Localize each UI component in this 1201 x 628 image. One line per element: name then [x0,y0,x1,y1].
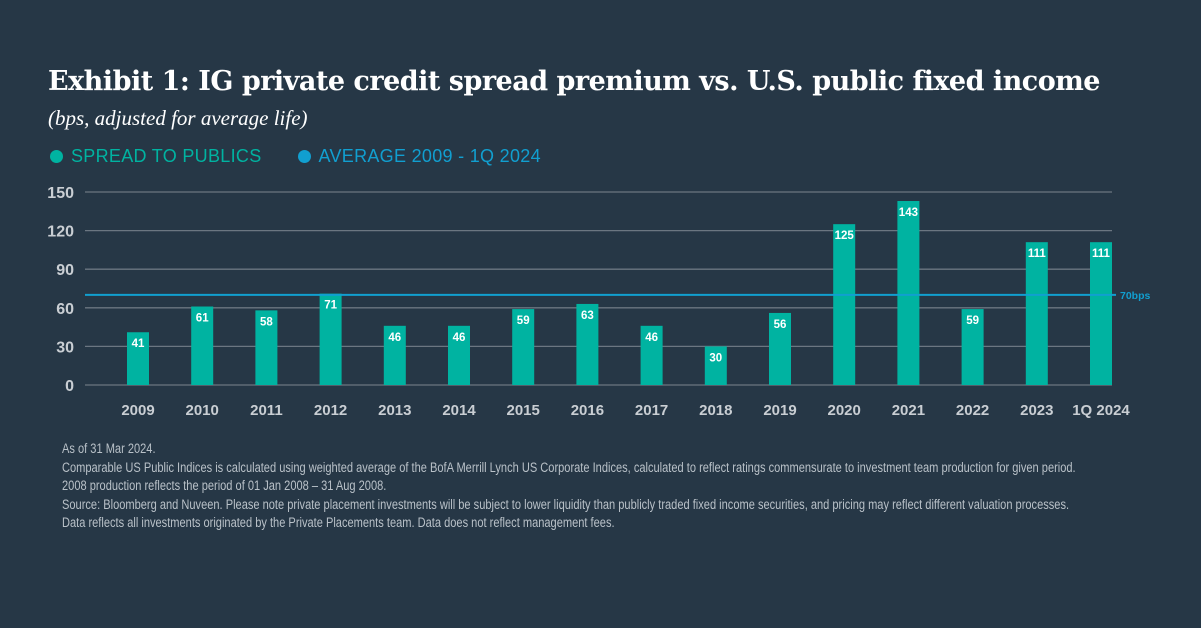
footnote: Data reflects all investments originated… [62,515,615,530]
bar [191,306,214,385]
x-tick-label: 2021 [892,402,925,419]
footnotes: As of 31 Mar 2024. Comparable US Public … [62,440,1076,533]
x-tick-label: 2022 [956,402,989,419]
chart-title: Exhibit 1: IG private credit spread prem… [48,66,1100,97]
x-tick-label: 2010 [186,402,219,419]
bar [255,310,278,385]
x-tick-label: 2009 [121,402,154,419]
bar-value-label: 125 [835,230,855,242]
legend-dot-icon [50,150,63,163]
x-tick-label: 2016 [571,402,604,419]
bar-value-label: 46 [453,332,466,344]
bar [640,325,663,385]
bar [833,224,856,385]
x-tick-label: 2011 [250,402,283,419]
bar [704,346,727,385]
y-tick-label: 60 [56,301,74,318]
y-tick-label: 30 [56,339,74,356]
bar-value-label: 56 [774,319,787,331]
bar-value-label: 143 [899,207,918,219]
bar-value-label: 58 [260,316,273,328]
legend-label: SPREAD TO PUBLICS [71,146,262,166]
bar [1090,242,1112,385]
bar-value-label: 111 [1028,248,1047,260]
bar [383,325,406,385]
bar-value-label: 63 [581,310,594,322]
x-tick-label: 2018 [699,402,732,419]
legend: SPREAD TO PUBLICS AVERAGE 2009 - 1Q 2024 [50,146,541,167]
x-tick-label: 2017 [635,402,668,419]
bar-value-label: 30 [709,352,722,364]
footnote: As of 31 Mar 2024. [62,441,156,456]
legend-average: AVERAGE 2009 - 1Q 2024 [297,146,541,167]
bar [897,201,920,385]
bar-value-label: 71 [324,300,337,312]
bar-value-label: 111 [1092,248,1111,260]
bar [127,332,149,385]
bar [769,312,791,385]
x-tick-label: 2019 [763,402,796,419]
x-tick-label: 2012 [314,402,347,419]
bar [961,309,984,385]
average-label: 70bps [1120,290,1151,302]
legend-label: AVERAGE 2009 - 1Q 2024 [318,146,541,166]
bar-value-label: 46 [388,332,401,344]
bar-value-label: 41 [132,338,145,350]
y-tick-label: 120 [47,224,74,241]
x-tick-label: 2020 [828,402,861,419]
bar-value-label: 46 [645,332,658,344]
x-tick-label: 1Q 2024 [1072,402,1130,419]
bar [319,293,342,385]
footnote: 2008 production reflects the period of 0… [62,478,387,493]
footnote: Source: Bloomberg and Nuveen. Please not… [62,496,1070,512]
y-tick-label: 150 [47,185,74,202]
bar [1025,242,1048,385]
bar [576,303,599,385]
chart-subtitle: (bps, adjusted for average life) [48,106,308,130]
bar [448,325,470,385]
y-tick-label: 90 [56,262,74,279]
x-tick-label: 2015 [507,402,540,419]
bar-value-label: 59 [966,315,979,327]
x-tick-label: 2013 [378,402,411,419]
bar-value-label: 59 [517,315,530,327]
bar-value-label: 61 [196,313,209,325]
x-tick-label: 2014 [442,402,476,419]
y-tick-label: 0 [65,378,74,395]
bar [512,309,535,385]
legend-spread: SPREAD TO PUBLICS [50,146,262,167]
footnote: Comparable US Public Indices is calculat… [62,459,1076,475]
legend-dot-icon [297,150,311,163]
x-tick-label: 2023 [1020,402,1053,419]
